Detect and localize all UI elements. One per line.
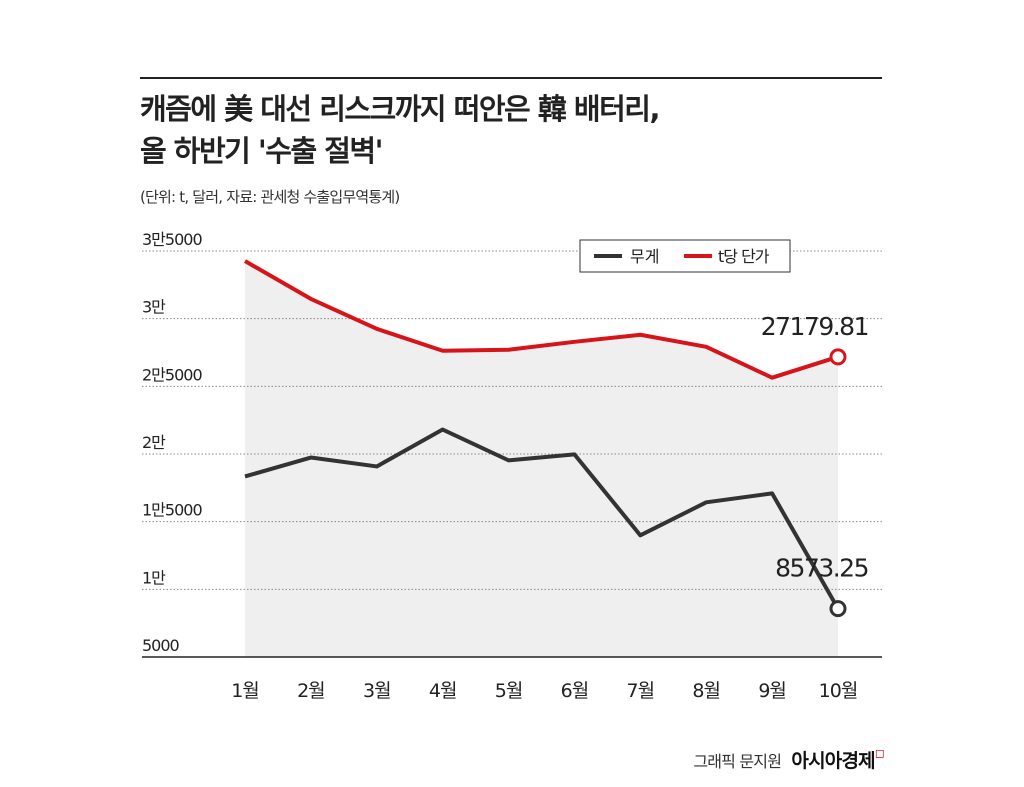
logo-mark-icon: ◻ xyxy=(874,746,885,760)
legend-label-unit-price: t당 단가 xyxy=(718,247,770,266)
unit-source-note: (단위: t, 달러, 자료: 관세청 수출입무역통계) xyxy=(140,188,400,206)
brand-logo: 아시아경제 xyxy=(791,750,875,772)
y-tick-label: 1만5000 xyxy=(142,501,202,520)
y-tick-label: 1만 xyxy=(142,568,166,587)
title-line-2: 올 하반기 '수출 절벽' xyxy=(140,134,383,168)
credit: 그래픽 문지원 아시아경제◻ xyxy=(693,746,885,773)
y-tick-label: 5000 xyxy=(142,636,180,655)
end-point-marker xyxy=(829,348,847,366)
x-tick-label: 7월 xyxy=(627,680,655,702)
y-tick-label: 2만5000 xyxy=(142,365,202,384)
y-tick-label: 3만 xyxy=(142,298,166,317)
chart-title: 캐즘에 美 대선 리스크까지 떠안은 韓 배터리, 올 하반기 '수출 절벽' xyxy=(140,88,660,172)
x-tick-label: 2월 xyxy=(297,680,325,702)
end-value-label: 8573.25 xyxy=(775,554,868,583)
end-point-marker xyxy=(829,600,847,618)
x-tick-label: 4월 xyxy=(429,680,457,702)
x-tick-label: 1월 xyxy=(231,680,259,702)
x-tick-label: 3월 xyxy=(363,680,391,702)
weight-line xyxy=(244,427,840,610)
end-value-label: 27179.81 xyxy=(761,312,868,341)
x-tick-label: 5월 xyxy=(495,680,523,702)
graphic-credit: 그래픽 문지원 xyxy=(693,752,782,771)
unit-price-line xyxy=(244,259,839,380)
x-tick-label: 8월 xyxy=(692,680,720,702)
y-tick-label: 2만 xyxy=(142,433,166,452)
title-line-1: 캐즘에 美 대선 리스크까지 떠안은 韓 배터리, xyxy=(140,92,660,126)
x-tick-label: 9월 xyxy=(758,680,786,702)
legend-label-weight: 무게 xyxy=(630,247,659,266)
y-tick-label: 3만5000 xyxy=(142,230,202,249)
x-tick-label: 6월 xyxy=(561,680,589,702)
x-tick-label: 10월 xyxy=(819,680,858,702)
top-rule xyxy=(140,77,882,79)
